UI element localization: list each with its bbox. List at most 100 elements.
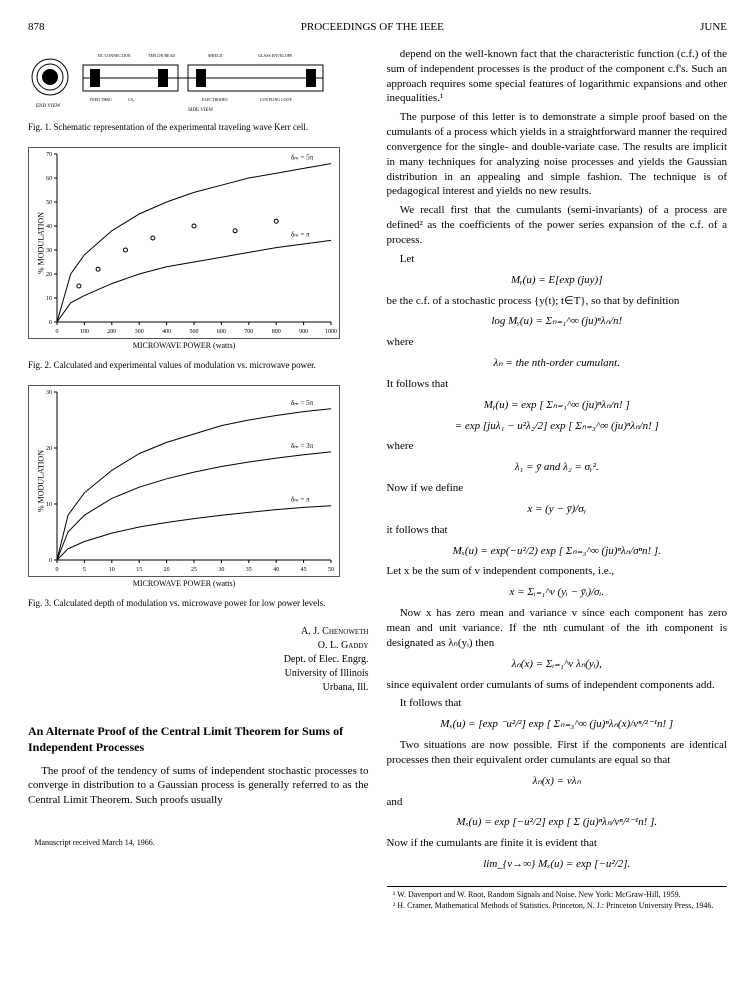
issue-month: JUNE [700,20,727,35]
fig3-chart: % MODULATION MICROWAVE POWER (watts) 051… [28,385,340,577]
svg-text:0: 0 [56,329,59,335]
eq5: = exp [juλ₁ − u²λ₂/2] exp [ Σₙ₌₃^∞ (ju)ⁿ… [387,419,728,434]
journal-title: PROCEEDINGS OF THE IEEE [301,20,444,35]
author-loc: Urbana, Ill. [323,682,369,693]
article2-p1: The proof of the tendency of sums of ind… [28,764,369,809]
rp4: be the c.f. of a stochastic process {y(t… [387,294,728,309]
fig3-ylabel: % MODULATION [37,450,48,512]
let: Let [387,252,728,267]
fig1-caption: Fig. 1. Schematic representation of the … [28,121,369,133]
author2: O. L. Gaddy [318,640,369,651]
fig2-chart: % MODULATION MICROWAVE POWER (watts) 010… [28,147,340,339]
left-column: END VIEW DC CONNECTION TEFLON BEAD SHIEL… [28,47,369,912]
svg-text:35: 35 [246,567,252,573]
fig2-ylabel: % MODULATION [37,212,48,274]
two-column-layout: END VIEW DC CONNECTION TEFLON BEAD SHIEL… [28,47,727,912]
svg-text:SHIELD: SHIELD [208,53,222,58]
svg-text:COUPLING LOOP: COUPLING LOOP [260,97,292,102]
rp8: Let x be the sum of v independent compon… [387,564,728,579]
svg-text:20: 20 [164,567,170,573]
svg-text:DC CONNECTION: DC CONNECTION [98,53,131,58]
svg-text:25: 25 [191,567,197,573]
svg-text:40: 40 [273,567,279,573]
svg-text:700: 700 [244,329,253,335]
svg-text:50: 50 [328,567,334,573]
article2-title: An Alternate Proof of the Central Limit … [28,723,369,755]
rp13: Now if the cumulants are finite it is ev… [387,836,728,851]
svg-text:900: 900 [299,329,308,335]
svg-text:SIDE VIEW: SIDE VIEW [188,108,214,113]
author-univ: University of Illinois [285,668,369,679]
eq10: λₙ(x) = Σᵢ₌₁^v λₙ(yᵢ), [387,657,728,672]
eq6: λ₁ = ȳ and λ₂ = σᵧ². [387,460,728,475]
svg-text:50: 50 [46,200,52,206]
svg-text:300: 300 [135,329,144,335]
svg-text:CS₂: CS₂ [128,97,135,102]
fn1: ¹ W. Davenport and W. Root, Random Signa… [387,890,728,901]
rp2: The purpose of this letter is to demonst… [387,110,728,199]
rp3: We recall first that the cumulants (semi… [387,203,728,248]
eq13: Mₓ(u) = exp [−u²/2] exp [ Σ (ju)ⁿλₙ/vⁿ/²… [387,815,728,830]
fig2-xlabel: MICROWAVE POWER (watts) [133,341,236,352]
rp9: Now x has zero mean and variance v since… [387,606,728,651]
svg-text:δₘ = 3π: δₘ = 3π [291,442,314,450]
eq9: x = Σᵢ₌₁^v (yᵢ − ȳᵢ)/σᵢ. [387,585,728,600]
where2: where [387,439,728,454]
eq2: log Mᵧ(u) = Σₙ₌₁^∞ (ju)ⁿλₙ/n! [387,314,728,329]
svg-text:TEFLON BEAD: TEFLON BEAD [148,53,175,58]
rp7: it follows that [387,523,728,538]
svg-text:5: 5 [83,567,86,573]
svg-text:600: 600 [217,329,226,335]
page-number: 878 [28,20,45,35]
svg-text:60: 60 [46,176,52,182]
svg-text:70: 70 [46,152,52,158]
svg-text:1000: 1000 [325,329,337,335]
where1: where [387,335,728,350]
svg-text:100: 100 [80,329,89,335]
rp6: Now if we define [387,481,728,496]
rp12: Two situations are now possible. First i… [387,738,728,768]
svg-text:GLASS ENVELOPE: GLASS ENVELOPE [258,53,293,58]
svg-text:δₘ = π: δₘ = π [291,496,310,504]
svg-text:FEED THRU: FEED THRU [90,97,112,102]
fn2: ² H. Cramer, Mathematical Methods of Sta… [387,901,728,912]
eq12: λₙ(x) = vλₙ [387,774,728,789]
fig3-xlabel: MICROWAVE POWER (watts) [133,579,236,590]
eq7: x = (y − ȳ)/σᵧ [387,502,728,517]
svg-text:0: 0 [49,320,52,326]
eq8: Mₓ(u) = exp(−u²/2) exp [ Σₙ₌₃^∞ (ju)ⁿλₙ/… [387,544,728,559]
manuscript-note: Manuscript received March 14, 1966. [28,838,369,849]
svg-text:δₘ = 5π: δₘ = 5π [291,399,314,407]
svg-text:10: 10 [109,567,115,573]
rp11: It follows that [387,696,728,711]
eq4: Mᵧ(u) = exp [ Σₙ₌₁^∞ (ju)ⁿλₙ/n! ] [387,398,728,413]
rp5: It follows that [387,377,728,392]
svg-text:ELECTRODES: ELECTRODES [202,97,228,102]
footnotes: ¹ W. Davenport and W. Root, Random Signa… [387,886,728,912]
author-dept: Dept. of Elec. Engrg. [284,654,369,665]
svg-text:END VIEW: END VIEW [36,104,61,109]
eq1: Mᵧ(u) = E[exp (juy)] [387,273,728,288]
right-column: depend on the well-known fact that the c… [387,47,728,912]
svg-text:200: 200 [107,329,116,335]
svg-text:400: 400 [162,329,171,335]
svg-text:45: 45 [301,567,307,573]
svg-text:30: 30 [218,567,224,573]
svg-text:30: 30 [46,390,52,396]
fig2-caption: Fig. 2. Calculated and experimental valu… [28,359,369,371]
svg-text:800: 800 [272,329,281,335]
svg-text:10: 10 [46,296,52,302]
and: and [387,795,728,810]
svg-text:15: 15 [136,567,142,573]
svg-text:δₘ = π: δₘ = π [291,230,310,238]
svg-text:0: 0 [56,567,59,573]
rp1: depend on the well-known fact that the c… [387,47,728,106]
svg-text:500: 500 [190,329,199,335]
fig1-schematic: END VIEW DC CONNECTION TEFLON BEAD SHIEL… [28,47,338,117]
svg-text:0: 0 [49,558,52,564]
page-header: 878 PROCEEDINGS OF THE IEEE JUNE [28,20,727,35]
eq3: λₙ = the nth-order cumulant. [387,356,728,371]
rp10: since equivalent order cumulants of sums… [387,678,728,693]
fig3-caption: Fig. 3. Calculated depth of modulation v… [28,597,369,609]
eq14: lim_{v→∞} Mₓ(u) = exp [−u²/2]. [387,857,728,872]
